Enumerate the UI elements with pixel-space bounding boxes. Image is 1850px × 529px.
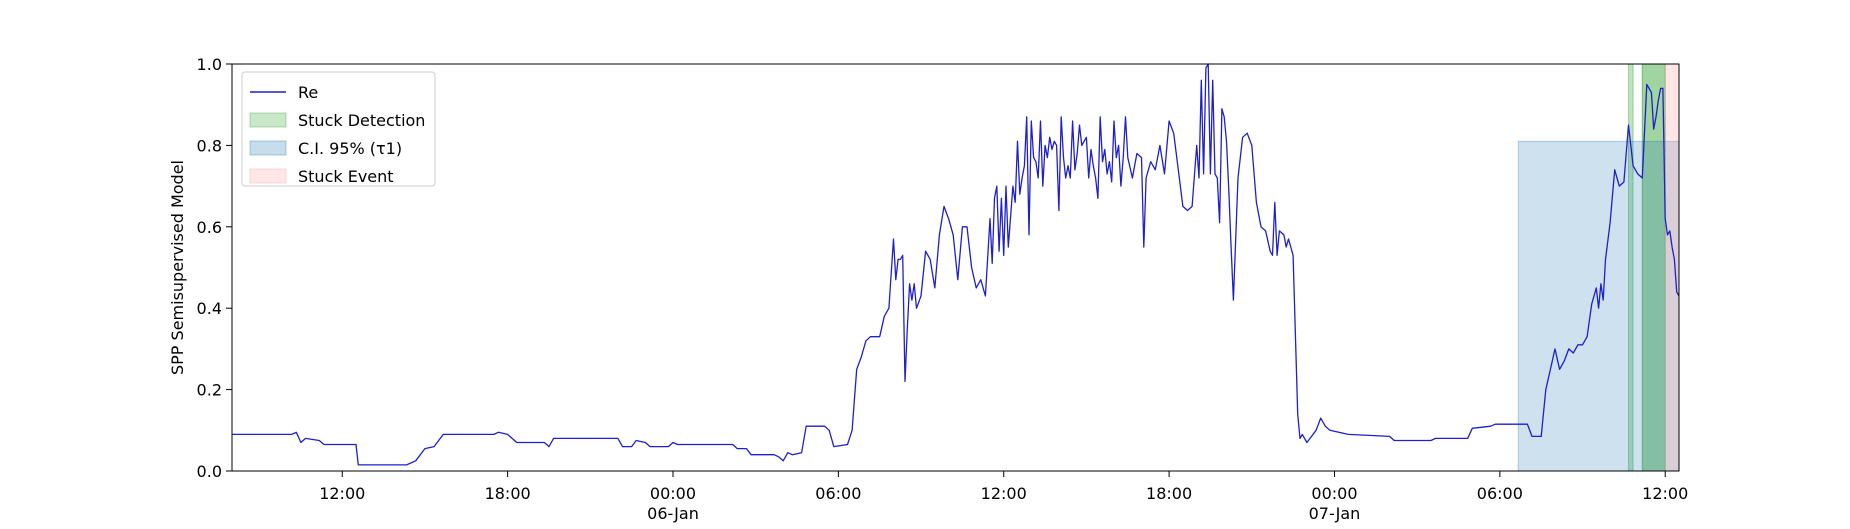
legend-swatch (249, 140, 287, 156)
x-tick-label: 00:00 (1311, 484, 1357, 503)
legend-label: Stuck Detection (298, 111, 425, 130)
legend-label: C.I. 95% (τ1) (298, 139, 402, 158)
y-tick-label: 0.8 (197, 136, 222, 155)
y-tick-label: 0.2 (197, 381, 222, 400)
legend-swatch (249, 168, 287, 184)
x-tick-label: 06-Jan (647, 504, 699, 523)
x-tick-label: 07-Jan (1309, 504, 1361, 523)
y-tick-label: 0.6 (197, 218, 222, 237)
legend-swatch (249, 112, 287, 128)
x-tick-label: 06:00 (815, 484, 861, 503)
x-tick-label: 12:00 (1642, 484, 1688, 503)
x-tick-label: 12:00 (981, 484, 1027, 503)
legend: Re Stuck Detection C.I. 95% (τ1) Stuck Even… (241, 71, 436, 187)
x-axis: 12:0018:0000:0006-Jan190006:0012:0018:00… (319, 471, 1688, 529)
series-layer (232, 63, 1680, 466)
y-tick-label: 1.0 (197, 55, 222, 74)
y-axis: 0.0 0.2 0.4 0.6 0.8 1.0 (197, 55, 232, 481)
legend-label: Re (298, 83, 318, 102)
x-tick-label: 18:00 (1146, 484, 1192, 503)
y-axis-label: SPP Semisupervised Model (168, 160, 187, 375)
legend-label: Stuck Event (298, 167, 394, 186)
plot-frame (231, 63, 1680, 472)
y-tick-label: 0.4 (197, 299, 222, 318)
x-tick-label: 06:00 (1477, 484, 1523, 503)
x-tick-label: 12:00 (319, 484, 365, 503)
x-tick-label: 00:00 (650, 484, 696, 503)
span-stuck-event-3 (1664, 63, 1680, 472)
y-tick-label: 0.0 (197, 462, 222, 481)
series-line-re (232, 63, 1680, 466)
x-tick-label: 18:00 (485, 484, 531, 503)
legend-box (241, 71, 436, 187)
